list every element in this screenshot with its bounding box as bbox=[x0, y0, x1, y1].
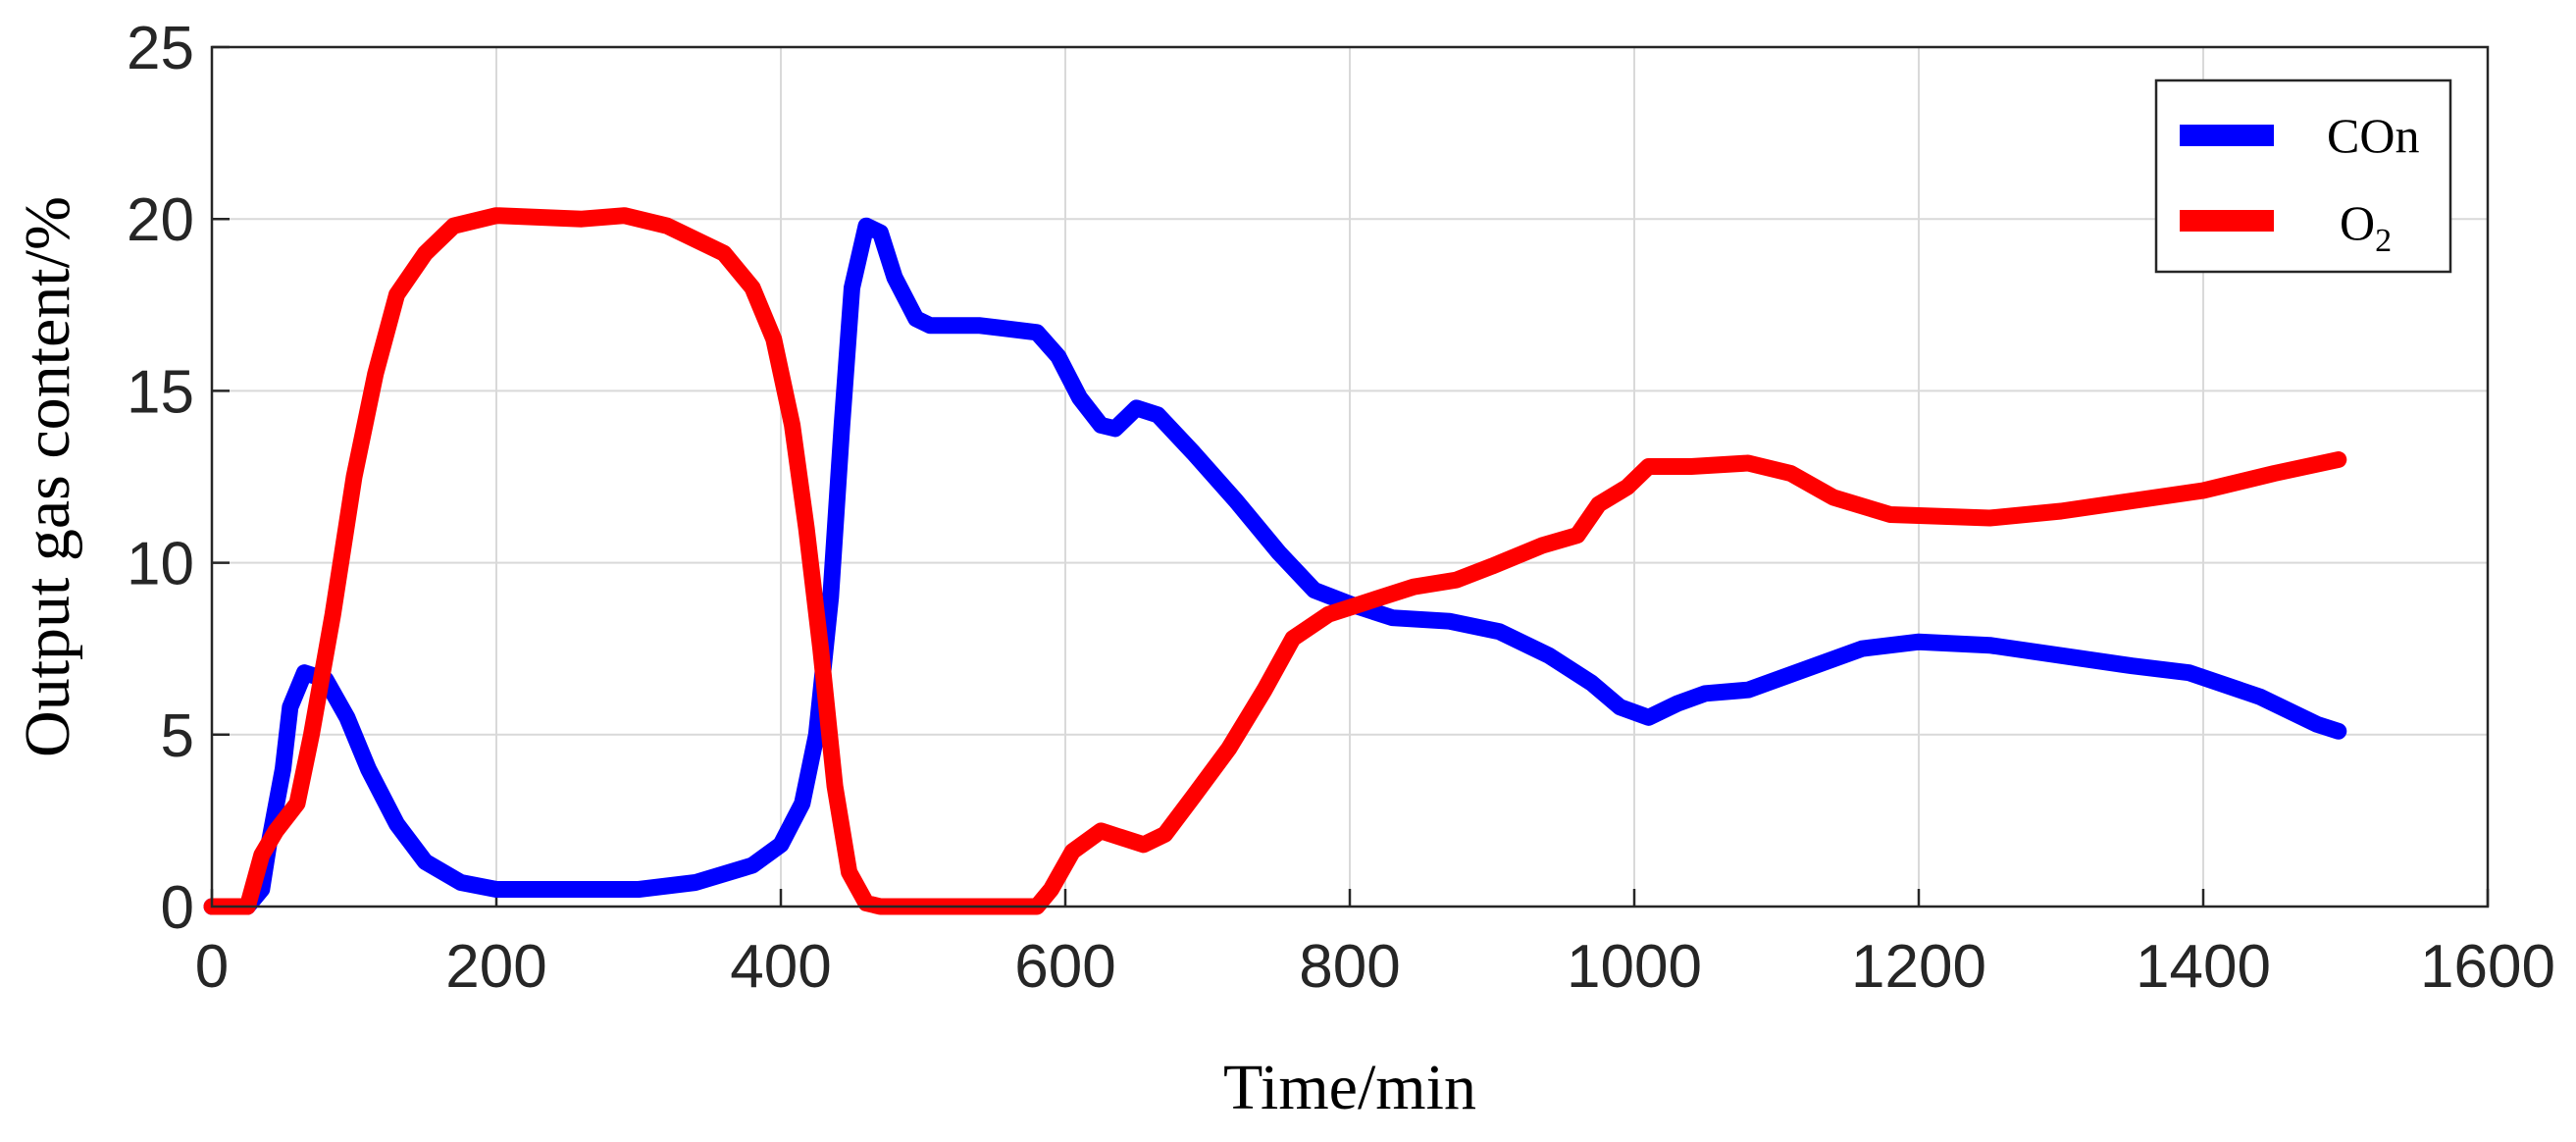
x-tick-label: 0 bbox=[195, 933, 229, 1001]
y-tick-label: 5 bbox=[161, 702, 194, 770]
y-tick-label: 10 bbox=[127, 531, 194, 598]
x-tick-label: 1000 bbox=[1567, 933, 1702, 1001]
x-tick-label: 600 bbox=[1014, 933, 1115, 1001]
x-tick-label: 200 bbox=[445, 933, 546, 1001]
legend: COn O2 bbox=[2154, 78, 2452, 274]
x-tick-label: 1600 bbox=[2420, 933, 2555, 1001]
legend-label-o2-subscript: 2 bbox=[2375, 223, 2392, 259]
legend-label-o2: O2 bbox=[2340, 195, 2392, 259]
y-tick-label: 25 bbox=[127, 15, 194, 82]
x-tick-labels: 0 200 400 600 800 1000 1200 1400 1600 bbox=[195, 933, 2555, 1001]
series-line-o2 bbox=[203, 207, 2347, 915]
legend-box bbox=[2154, 78, 2452, 274]
y-tick-label: 0 bbox=[161, 874, 194, 942]
plot-frame bbox=[210, 45, 2490, 908]
x-axis-title: Time/min bbox=[1223, 1052, 1476, 1123]
legend-label-o2-main: O bbox=[2340, 195, 2375, 250]
y-tick-labels: 0 5 10 15 20 25 bbox=[127, 15, 194, 942]
x-tick-label: 1400 bbox=[2136, 933, 2271, 1001]
x-tick-label: 400 bbox=[730, 933, 831, 1001]
y-tick-label: 20 bbox=[127, 186, 194, 254]
legend-label-con: COn bbox=[2327, 108, 2419, 163]
y-tick-label: 15 bbox=[127, 358, 194, 426]
x-tick-label: 1200 bbox=[1851, 933, 1986, 1001]
x-tick-label: 800 bbox=[1299, 933, 1400, 1001]
series-line-con bbox=[203, 217, 2347, 915]
series-lines bbox=[203, 207, 2347, 915]
y-axis-title: Output gas content/% bbox=[12, 196, 83, 757]
